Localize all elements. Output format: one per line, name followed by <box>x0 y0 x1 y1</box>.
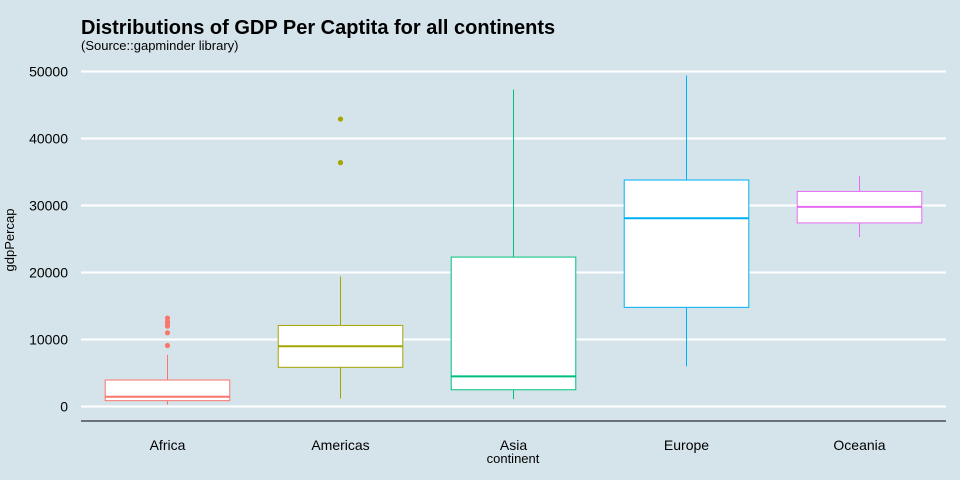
box-body <box>104 379 231 402</box>
outlier-point <box>164 342 171 349</box>
y-axis-title: gdpPercap <box>2 209 17 272</box>
outlier-point <box>337 160 344 166</box>
box-europe <box>623 75 750 367</box>
y-tick-label: 40000 <box>29 131 68 147</box>
x-axis-title: continent <box>487 451 540 466</box>
x-tick-label: Africa <box>150 437 186 453</box>
y-tick-label: 50000 <box>29 64 68 80</box>
y-tick-label: 30000 <box>29 198 68 214</box>
x-tick-label: Asia <box>500 437 527 453</box>
outlier-point <box>164 315 171 321</box>
chart-title: Distributions of GDP Per Captita for all… <box>81 17 555 39</box>
box-oceania <box>796 176 923 237</box>
y-tick-label: 10000 <box>29 332 68 348</box>
box-americas <box>277 116 404 399</box>
x-tick-label: Europe <box>664 437 709 453</box>
chart-subtitle: (Source::gapminder library) <box>81 38 239 53</box>
y-tick-label: 0 <box>60 399 68 415</box>
y-tick-label: 20000 <box>29 265 68 281</box>
x-axis-ticks: Africa Americas Asia Europe Oceania <box>150 437 886 453</box>
box-asia <box>450 89 577 400</box>
boxes <box>104 75 923 405</box>
box-body <box>623 179 750 308</box>
outlier-point <box>164 330 171 336</box>
box-body <box>450 256 577 391</box>
box-africa <box>104 315 231 405</box>
outlier-point <box>337 116 344 122</box>
x-tick-label: Americas <box>311 437 369 453</box>
x-tick-label: Oceania <box>833 437 885 453</box>
y-axis-ticks: 0 10000 20000 30000 40000 50000 <box>29 64 68 415</box>
